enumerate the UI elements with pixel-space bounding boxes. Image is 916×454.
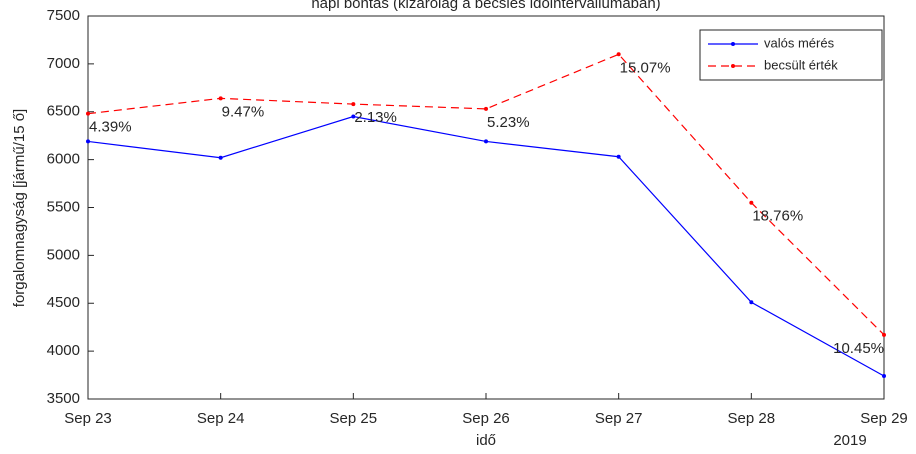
y-tick-label: 3500 [47, 390, 80, 407]
legend-label: becsült érték [764, 57, 838, 72]
series-line [87, 53, 885, 336]
x-tick-label: Sep 28 [728, 410, 776, 427]
x-secondary-label: 2019 [833, 432, 866, 449]
annotation: 10.45% [833, 340, 884, 357]
annotation: 2.13% [354, 109, 397, 126]
y-axis-label: forgalomnagyság [jármű/15 ő] [11, 109, 28, 307]
y-tick-label: 5500 [47, 198, 80, 215]
y-tick-label: 5000 [47, 246, 80, 263]
x-tick-label: Sep 25 [330, 410, 378, 427]
data-point [882, 332, 886, 337]
annotation: 5.23% [487, 114, 530, 131]
data-point [484, 139, 488, 144]
legend-label: valós mérés [764, 35, 835, 50]
series-line [87, 115, 885, 377]
data-point [218, 96, 223, 101]
y-tick-label: 4000 [47, 342, 80, 359]
legend-marker [731, 42, 735, 46]
data-point [616, 52, 621, 57]
y-tick-label: 6000 [47, 151, 80, 168]
data-point [351, 114, 356, 119]
y-tick-label: 6500 [47, 103, 80, 120]
data-point [86, 139, 90, 144]
data-point [616, 154, 621, 159]
chart-title: napi bontás (kizárólag a becslés időinte… [311, 0, 660, 12]
y-tick-label: 4500 [47, 294, 80, 311]
data-point [749, 300, 754, 305]
x-tick-label: Sep 26 [462, 410, 510, 427]
data-point [484, 106, 488, 111]
annotation: 4.39% [89, 119, 132, 136]
legend-marker [731, 64, 735, 68]
legend-box [699, 29, 883, 81]
data-point [218, 155, 223, 160]
x-tick-label: Sep 29 [860, 410, 908, 427]
annotation: 15.07% [620, 59, 671, 76]
data-point [749, 200, 754, 205]
x-axis-label: idő [476, 432, 496, 449]
annotation: 9.47% [222, 103, 265, 120]
x-tick-label: Sep 24 [197, 410, 245, 427]
data-point [351, 102, 356, 107]
y-tick-label: 7000 [47, 55, 80, 72]
annotation: 18.76% [752, 208, 803, 225]
x-tick-label: Sep 23 [64, 410, 112, 427]
data-point [86, 111, 90, 116]
x-tick-label: Sep 27 [595, 410, 643, 427]
y-tick-label: 7500 [47, 7, 80, 24]
data-point [882, 374, 886, 379]
